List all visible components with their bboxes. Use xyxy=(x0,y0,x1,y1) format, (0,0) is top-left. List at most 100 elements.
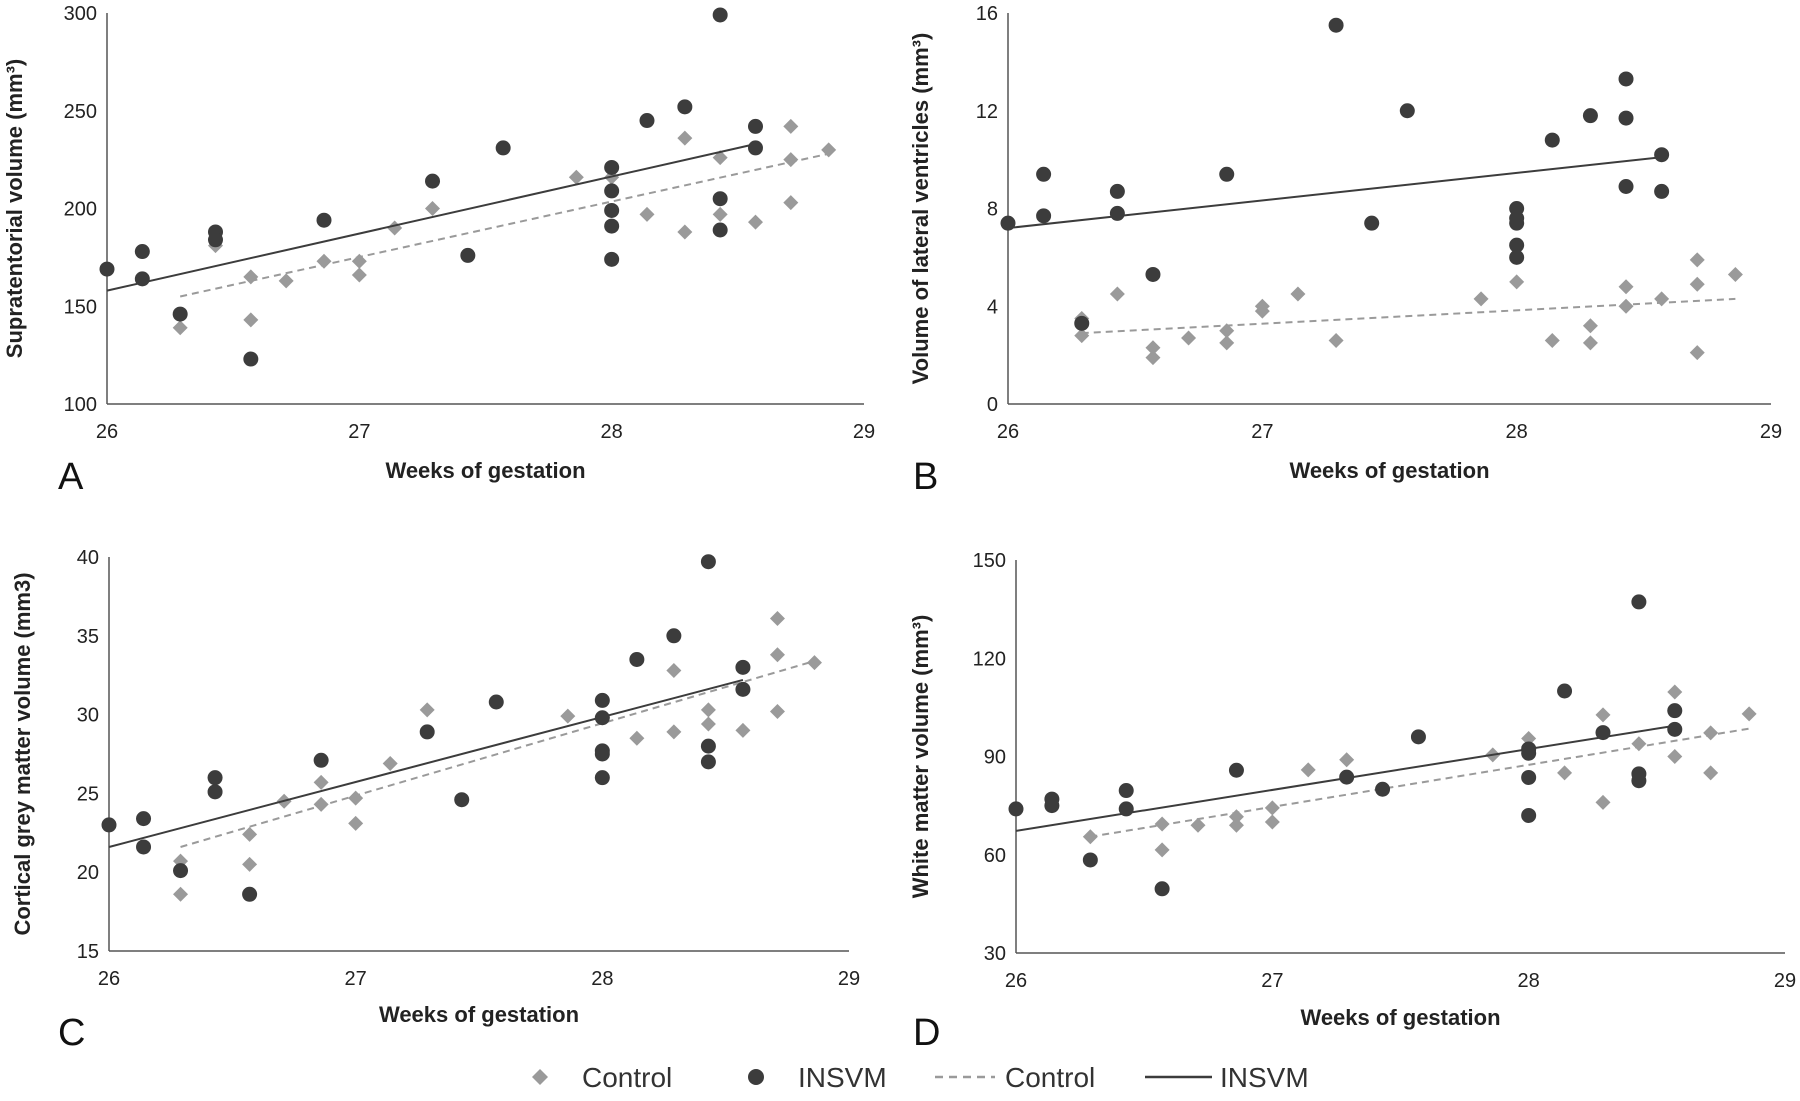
y-tick-label: 300 xyxy=(64,3,97,25)
control-point xyxy=(1145,350,1161,366)
x-tick-label: 27 xyxy=(348,421,370,443)
insvm-point xyxy=(712,222,728,238)
y-tick-label: 15 xyxy=(77,941,99,963)
y-tick-label: 60 xyxy=(984,845,1006,867)
insvm-trend-line xyxy=(106,143,756,292)
series-insvm xyxy=(1008,594,1683,897)
control-point xyxy=(1290,286,1306,302)
control-point xyxy=(783,195,799,211)
control-point xyxy=(243,269,259,285)
insvm-point xyxy=(1582,108,1598,124)
insvm-point xyxy=(1521,769,1537,785)
panel-c: 15 20 25 30 35 40 26 27 28 29 Weeks of gestation Co… xyxy=(10,547,860,1054)
control-point xyxy=(387,220,403,236)
insvm-point xyxy=(629,651,645,667)
x-tick-label: 26 xyxy=(997,421,1019,443)
x-axis-title: Weeks of gestation xyxy=(1300,1005,1500,1030)
insvm-point xyxy=(700,754,716,770)
insvm-point xyxy=(594,746,610,762)
insvm-point xyxy=(604,251,620,267)
insvm-point xyxy=(700,738,716,754)
x-tick-label: 26 xyxy=(98,968,120,990)
legend-label-insvm-marker: INSVM xyxy=(798,1062,887,1093)
x-tick-label: 29 xyxy=(838,968,860,990)
legend-label-insvm-line: INSVM xyxy=(1220,1062,1309,1093)
y-tick-label: 150 xyxy=(64,296,97,318)
control-point xyxy=(1082,829,1098,845)
y-tick-label: 12 xyxy=(976,101,998,123)
insvm-point xyxy=(735,659,751,675)
control-point xyxy=(1154,842,1170,858)
insvm-point xyxy=(1631,594,1647,610)
control-point xyxy=(351,267,367,283)
control-point xyxy=(1703,725,1719,741)
control-point xyxy=(1557,765,1573,781)
control-point xyxy=(242,856,258,872)
insvm-point xyxy=(1044,798,1060,814)
x-tick-label: 26 xyxy=(1005,970,1027,992)
control-point xyxy=(1109,286,1125,302)
x-tick-label: 29 xyxy=(1774,970,1796,992)
insvm-point xyxy=(136,811,152,827)
control-point xyxy=(560,708,576,724)
control-point xyxy=(425,201,441,216)
control-point xyxy=(1264,814,1280,830)
insvm-point xyxy=(1509,215,1525,231)
control-point xyxy=(242,826,258,842)
insvm-point xyxy=(594,692,610,708)
insvm-point xyxy=(1036,166,1052,182)
insvm-point xyxy=(1631,773,1647,789)
control-point xyxy=(1654,291,1670,307)
control-point xyxy=(629,730,645,746)
x-tick-label: 29 xyxy=(853,421,875,443)
control-point xyxy=(666,724,682,740)
insvm-point xyxy=(604,159,620,175)
control-point xyxy=(1618,298,1634,314)
x-tick-label: 28 xyxy=(1506,421,1528,443)
control-point xyxy=(1219,335,1235,351)
control-point xyxy=(783,152,799,168)
control-point xyxy=(313,796,329,812)
control-point xyxy=(677,224,693,240)
insvm-point xyxy=(1509,237,1525,253)
control-point xyxy=(639,206,655,222)
insvm-point xyxy=(208,232,224,248)
control-point xyxy=(821,142,837,158)
control-point xyxy=(1689,252,1705,268)
control-point xyxy=(1190,817,1206,833)
insvm-point xyxy=(639,113,655,129)
control-point xyxy=(1544,332,1560,348)
control-point xyxy=(1582,318,1598,334)
series-control xyxy=(1074,252,1743,366)
insvm-point xyxy=(677,99,693,115)
panel-b: 0 4 8 12 16 26 27 28 29 Weeks of gestation Volume … xyxy=(908,3,1782,498)
insvm-point xyxy=(1339,769,1355,785)
insvm-point xyxy=(1509,249,1525,265)
control-point xyxy=(1667,684,1683,700)
insvm-point xyxy=(1219,166,1235,182)
control-point xyxy=(769,703,785,719)
control-point xyxy=(348,790,364,806)
insvm-point xyxy=(1118,801,1134,817)
series-control xyxy=(173,610,822,902)
insvm-point xyxy=(1328,17,1344,33)
insvm-point xyxy=(1109,205,1125,221)
control-point xyxy=(1727,266,1743,282)
insvm-point xyxy=(594,710,610,726)
insvm-trend-line xyxy=(108,678,744,848)
insvm-point xyxy=(454,792,470,808)
x-axis-title: Weeks of gestation xyxy=(1289,458,1489,483)
y-tick-label: 8 xyxy=(987,199,998,221)
control-point xyxy=(700,716,716,732)
control-point xyxy=(1595,794,1611,810)
insvm-point xyxy=(1410,729,1426,745)
control-point xyxy=(1145,340,1161,356)
y-tick-label: 120 xyxy=(973,648,1006,670)
insvm-point xyxy=(1145,266,1161,282)
control-point xyxy=(316,253,332,269)
insvm-point xyxy=(1074,315,1090,331)
legend-label-control-line: Control xyxy=(1005,1062,1095,1093)
control-point xyxy=(1328,332,1344,348)
insvm-point xyxy=(1654,183,1670,199)
